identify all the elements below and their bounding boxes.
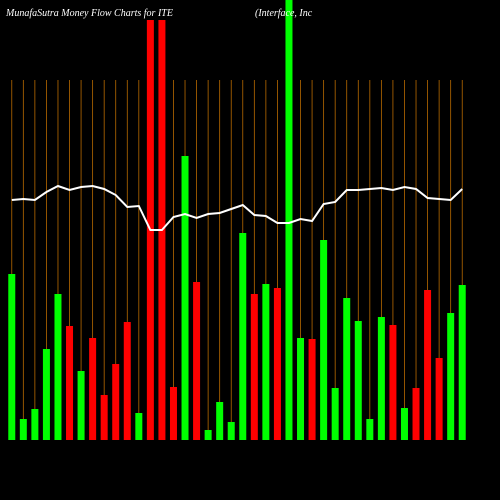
bar: [8, 274, 16, 440]
bar: [77, 371, 85, 440]
bar: [89, 338, 97, 440]
bar: [19, 419, 27, 440]
bar: [424, 290, 432, 440]
bar: [320, 240, 328, 440]
bar: [250, 294, 258, 440]
bar: [297, 338, 305, 440]
bar: [66, 326, 74, 440]
money-flow-line: [11, 184, 463, 231]
bar: [181, 156, 189, 440]
bar: [31, 409, 39, 440]
bar: [169, 387, 177, 440]
bar: [447, 313, 455, 440]
chart-subtitle: (Interface, Inc: [255, 8, 313, 19]
bar: [343, 298, 351, 440]
bar: [262, 284, 270, 440]
bar: [216, 402, 224, 440]
bar: [135, 413, 143, 440]
bar: [112, 364, 120, 440]
bar: [123, 322, 131, 440]
bar: [366, 419, 374, 440]
bar: [458, 285, 466, 440]
bar: [227, 422, 235, 440]
bar: [204, 430, 212, 440]
bar: [193, 282, 201, 440]
bar: [331, 388, 339, 440]
bar: [389, 325, 397, 440]
bar: [400, 408, 408, 440]
bar: [412, 388, 420, 440]
bar: [285, 0, 293, 440]
bar: [435, 358, 443, 440]
bar: [239, 233, 247, 440]
bar: [308, 339, 316, 440]
bar: [377, 317, 385, 440]
bar: [42, 349, 50, 440]
bar: [54, 294, 62, 440]
bar: [354, 321, 362, 440]
bar: [273, 288, 281, 440]
chart-title: MunafaSutra Money Flow Charts for ITE: [5, 8, 173, 19]
bar: [100, 395, 108, 440]
